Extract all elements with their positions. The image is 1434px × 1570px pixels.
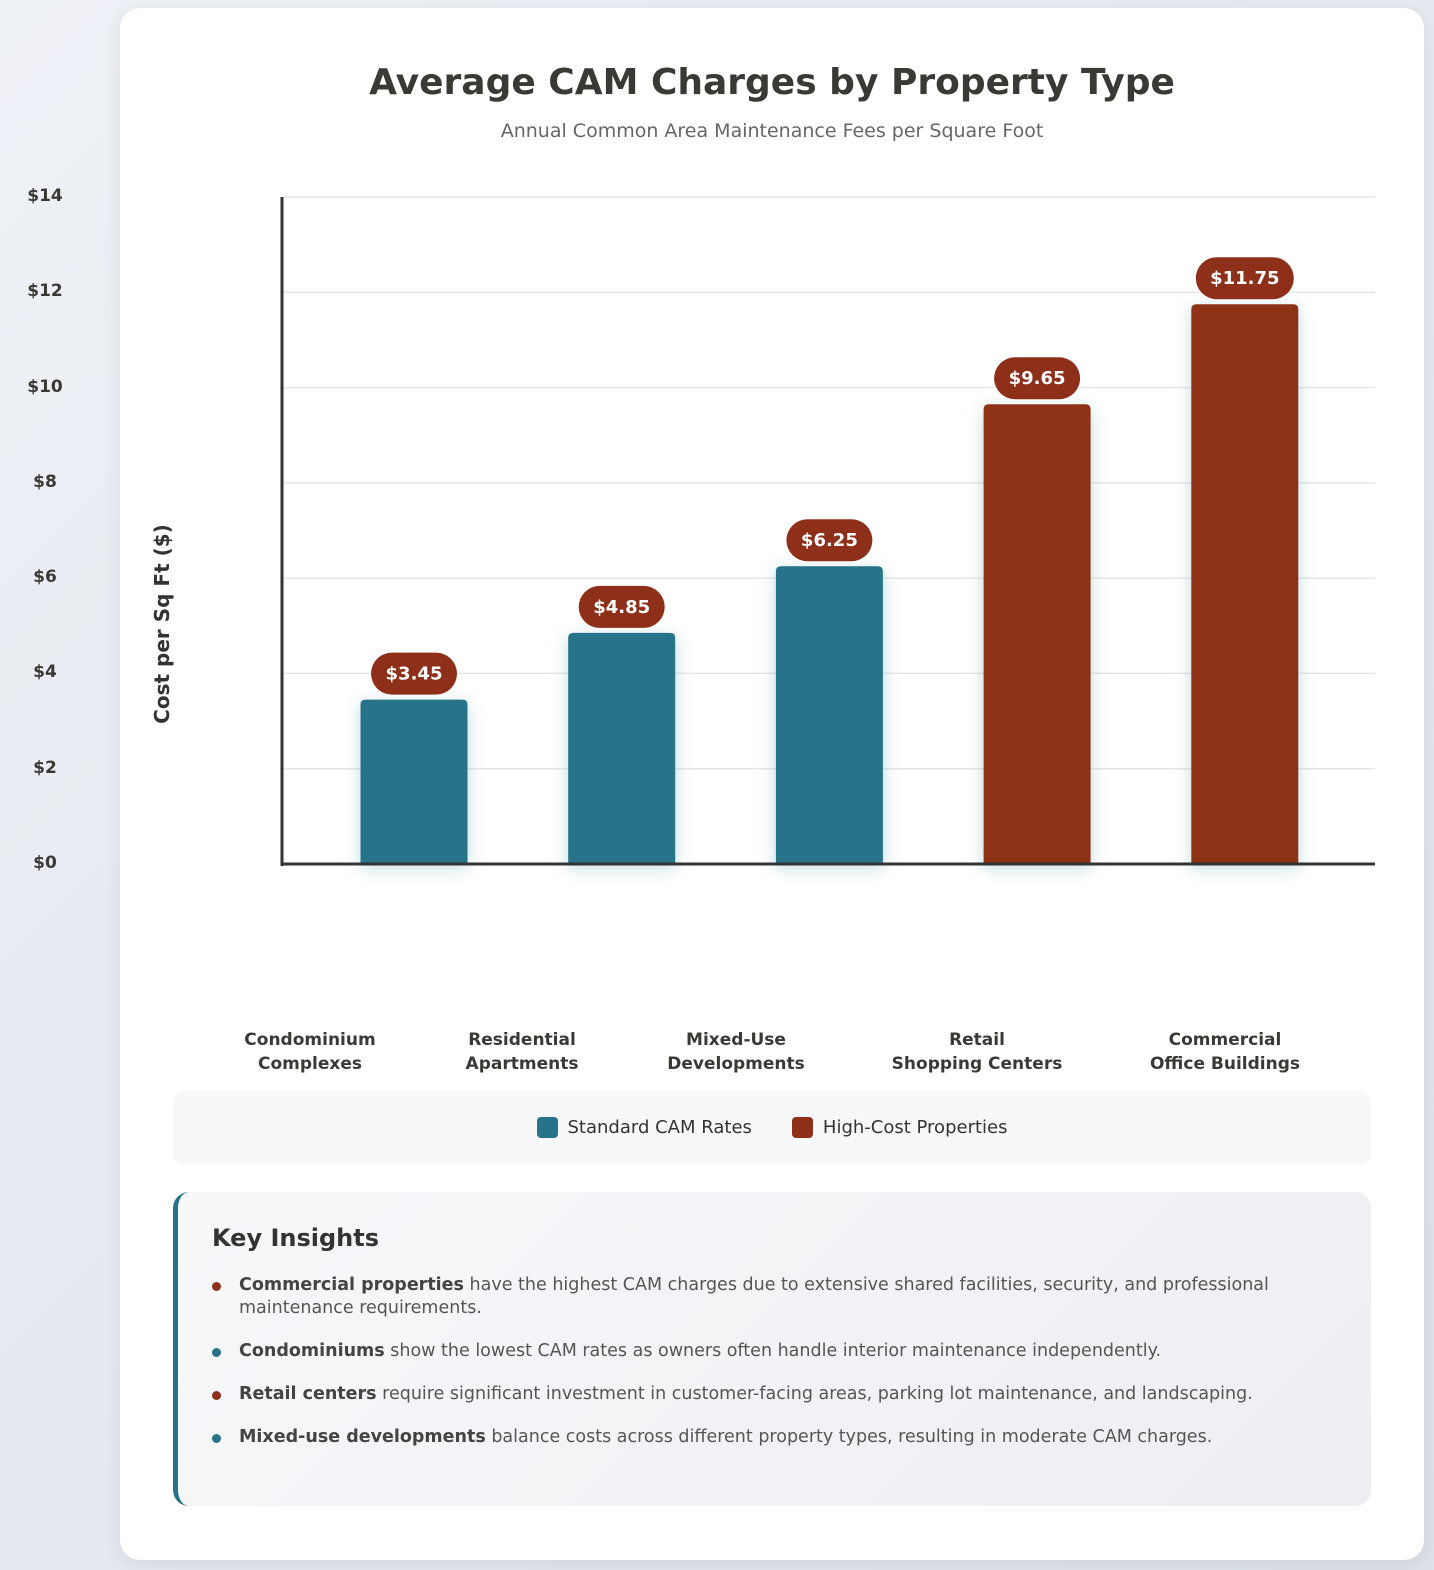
y-tick-label: $6 xyxy=(33,567,57,588)
bullet-icon xyxy=(212,1348,221,1357)
insight-text: have the highest CAM charges due to exte… xyxy=(239,1275,1269,1318)
x-tick-label: Mixed-Use Developments xyxy=(636,1028,836,1076)
bar[interactable] xyxy=(1191,304,1299,865)
data-label-badge xyxy=(786,519,873,562)
insight-text: require significant investment in custom… xyxy=(376,1384,1253,1404)
x-tick-label: Retail Shopping Centers xyxy=(877,1028,1077,1076)
x-tick-label-line: Office Buildings xyxy=(1149,1054,1301,1074)
insight-item: Mixed-use developments balance costs acr… xyxy=(212,1426,1331,1449)
bullet-icon xyxy=(212,1391,221,1400)
legend-item-high: High-Cost Properties xyxy=(791,1117,1008,1138)
x-tick-label-line: Mixed-Use xyxy=(686,1030,786,1050)
bar[interactable] xyxy=(983,404,1091,864)
y-tick-label: $4 xyxy=(33,662,57,683)
data-label: $3.45 xyxy=(386,664,443,685)
x-tick-label-line: Retail xyxy=(949,1030,1005,1050)
bar[interactable] xyxy=(360,699,468,864)
x-tick-label-line: Residential xyxy=(468,1030,576,1050)
insight-item: Commercial properties have the highest C… xyxy=(212,1274,1331,1320)
y-tick-label: $2 xyxy=(33,757,57,778)
x-tick-label-line: Developments xyxy=(667,1054,805,1074)
bar[interactable] xyxy=(568,632,676,864)
x-tick-label: Condominium Complexes xyxy=(210,1028,410,1076)
bullet-icon xyxy=(212,1434,221,1443)
insight-text: balance costs across different property … xyxy=(485,1427,1213,1447)
key-insights-panel: Key Insights Commercial properties have … xyxy=(173,1192,1371,1506)
insight-bold: Retail centers xyxy=(239,1384,377,1404)
bar[interactable] xyxy=(775,566,883,864)
x-tick-label-line: Apartments xyxy=(465,1054,579,1074)
y-tick-label: $14 xyxy=(27,186,63,206)
x-tick-label-line: Commercial xyxy=(1168,1030,1282,1050)
legend-label: Standard CAM Rates xyxy=(567,1117,752,1138)
x-tick-label-line: Shopping Centers xyxy=(891,1054,1063,1074)
data-label: $9.65 xyxy=(1009,368,1066,389)
x-tick-label: Commercial Office Buildings xyxy=(1125,1028,1325,1076)
data-label-badge xyxy=(994,357,1081,400)
legend: Standard CAM Rates High-Cost Properties xyxy=(173,1090,1371,1165)
y-tick-label: $12 xyxy=(27,281,63,302)
insight-bold: Condominiums xyxy=(239,1341,385,1361)
y-tick-label: $10 xyxy=(27,376,63,397)
data-label-badge xyxy=(1195,257,1294,300)
y-tick-label: $8 xyxy=(33,471,57,492)
chart-subtitle: Annual Common Area Maintenance Fees per … xyxy=(500,120,1044,142)
x-tick-label-line: Complexes xyxy=(257,1054,362,1074)
x-tick-label-line: Condominium xyxy=(244,1030,376,1050)
data-label: $11.75 xyxy=(1210,268,1279,289)
insight-bold: Mixed-use developments xyxy=(239,1427,486,1447)
data-label: $6.25 xyxy=(801,530,858,551)
insight-item: Retail centers require significant inves… xyxy=(212,1383,1331,1406)
chart-title: Average CAM Charges by Property Type xyxy=(369,62,1175,103)
legend-item-standard: Standard CAM Rates xyxy=(536,1117,752,1138)
insight-bold: Commercial properties xyxy=(239,1275,464,1295)
x-tick-label: Residential Apartments xyxy=(422,1028,622,1076)
legend-swatch-standard xyxy=(536,1117,558,1138)
insights-title: Key Insights xyxy=(212,1224,380,1252)
data-label-badge xyxy=(578,585,665,628)
insight-text: show the lowest CAM rates as owners ofte… xyxy=(384,1341,1162,1361)
data-label-badge xyxy=(371,652,457,695)
chart-plot: $3.45 $4.85 $6.25 $9.65 $11.75 xyxy=(280,196,1375,866)
data-label: $4.85 xyxy=(593,597,650,618)
legend-swatch-high xyxy=(791,1117,813,1138)
insight-item: Condominiums show the lowest CAM rates a… xyxy=(212,1340,1331,1363)
y-tick-label: $0 xyxy=(33,853,57,873)
legend-label: High-Cost Properties xyxy=(822,1117,1008,1138)
bullet-icon xyxy=(212,1282,221,1291)
